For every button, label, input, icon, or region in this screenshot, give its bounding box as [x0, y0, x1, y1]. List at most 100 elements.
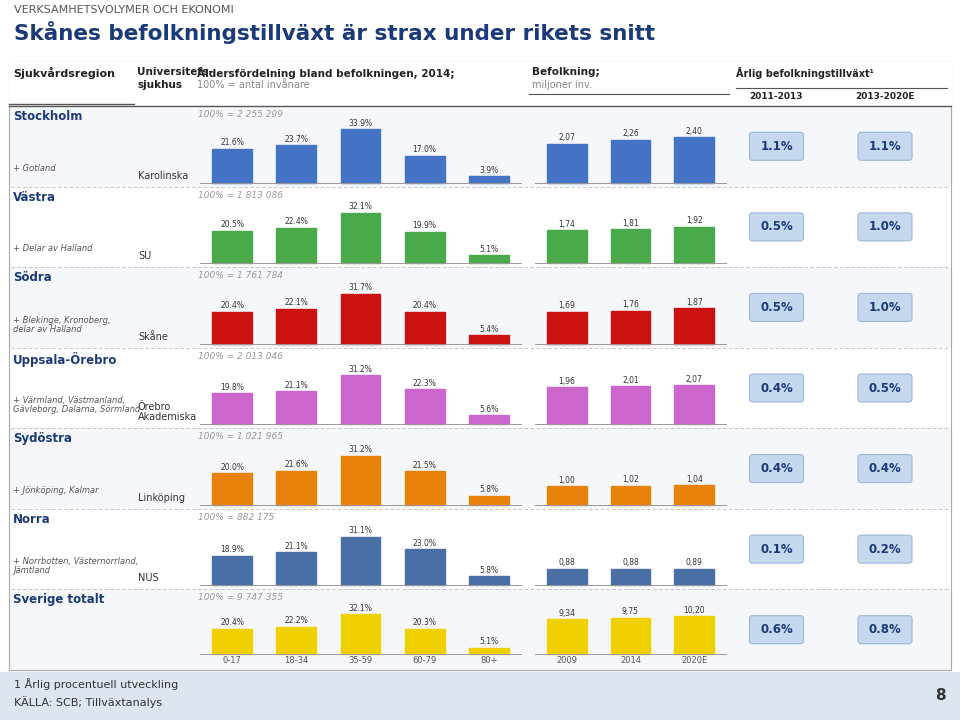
Text: 1,74: 1,74: [559, 220, 575, 229]
Text: Universitets-: Universitets-: [137, 67, 213, 77]
Bar: [405, 390, 444, 424]
Bar: [469, 255, 509, 263]
Text: Akademiska: Akademiska: [138, 413, 197, 423]
Text: 2,26: 2,26: [622, 130, 638, 138]
Text: + Blekinge, Kronoberg,: + Blekinge, Kronoberg,: [13, 315, 110, 325]
Bar: [547, 569, 587, 585]
Text: sjukhus: sjukhus: [137, 80, 182, 90]
Text: 20.4%: 20.4%: [220, 301, 244, 310]
Bar: [405, 549, 444, 585]
Bar: [276, 228, 316, 263]
Bar: [611, 140, 650, 183]
Text: 1,02: 1,02: [622, 475, 638, 484]
FancyBboxPatch shape: [750, 213, 804, 241]
Bar: [675, 227, 714, 263]
Text: delar av Halland: delar av Halland: [13, 325, 82, 333]
Text: Västra: Västra: [13, 191, 56, 204]
Text: 20.0%: 20.0%: [220, 463, 244, 472]
Bar: [469, 336, 509, 343]
Text: 5.4%: 5.4%: [479, 325, 498, 334]
Bar: [0, 0, 960, 60]
Text: 21.6%: 21.6%: [220, 138, 244, 147]
Bar: [276, 145, 316, 183]
FancyBboxPatch shape: [858, 213, 912, 241]
Bar: [469, 576, 509, 585]
Text: 0.4%: 0.4%: [869, 462, 901, 475]
Text: Årlig befolkningstillväxt¹: Årlig befolkningstillväxt¹: [736, 67, 874, 79]
Text: + Gotland: + Gotland: [13, 163, 56, 173]
Bar: [276, 552, 316, 585]
Text: + Norrbotten, Västernorrland,: + Norrbotten, Västernorrland,: [13, 557, 138, 567]
Text: 2,01: 2,01: [622, 376, 638, 385]
Text: 100% = 1 813 086: 100% = 1 813 086: [198, 191, 283, 199]
Text: 23.7%: 23.7%: [284, 135, 308, 144]
Text: Linköping: Linköping: [138, 493, 185, 503]
Text: 20.5%: 20.5%: [220, 220, 244, 230]
Text: Uppsala-Örebro: Uppsala-Örebro: [13, 351, 117, 366]
Text: 0.4%: 0.4%: [760, 462, 793, 475]
Bar: [212, 556, 252, 585]
Bar: [9, 348, 951, 428]
Text: + Delar av Halland: + Delar av Halland: [13, 244, 92, 253]
Bar: [469, 648, 509, 654]
Bar: [547, 619, 587, 654]
Text: 1.1%: 1.1%: [760, 140, 793, 153]
Bar: [405, 471, 444, 505]
Text: Stockholm: Stockholm: [13, 110, 83, 123]
Text: miljoner inv.: miljoner inv.: [532, 80, 592, 90]
Text: 19.8%: 19.8%: [220, 382, 244, 392]
Text: Skåne: Skåne: [138, 332, 168, 342]
Bar: [276, 309, 316, 343]
Text: 31.1%: 31.1%: [348, 526, 372, 535]
Text: 100% = 1 021 965: 100% = 1 021 965: [198, 432, 283, 441]
Text: KÄLLA: SCB; Tillväxtanalys: KÄLLA: SCB; Tillväxtanalys: [14, 696, 162, 708]
Text: 31.2%: 31.2%: [348, 365, 372, 374]
Text: 1,04: 1,04: [685, 474, 703, 484]
Text: 3.9%: 3.9%: [479, 166, 498, 175]
Bar: [611, 310, 650, 343]
Text: 22.4%: 22.4%: [284, 217, 308, 227]
Text: 1,76: 1,76: [622, 300, 639, 309]
Text: 9,75: 9,75: [622, 607, 639, 616]
Text: 2,07: 2,07: [559, 133, 575, 142]
Bar: [341, 212, 380, 263]
Bar: [405, 156, 444, 183]
Text: 0.1%: 0.1%: [760, 543, 793, 556]
Text: 2013-2020E: 2013-2020E: [855, 92, 915, 101]
Bar: [276, 391, 316, 424]
Text: 0.6%: 0.6%: [760, 624, 793, 636]
Bar: [341, 614, 380, 654]
Text: 5.8%: 5.8%: [479, 566, 498, 575]
Text: 1.0%: 1.0%: [869, 220, 901, 233]
Bar: [9, 62, 951, 670]
Text: Sjukvårdsregion: Sjukvårdsregion: [13, 67, 115, 79]
Text: 32.1%: 32.1%: [348, 202, 372, 211]
Text: 1.1%: 1.1%: [869, 140, 901, 153]
FancyBboxPatch shape: [858, 454, 912, 482]
Text: 1.0%: 1.0%: [869, 301, 901, 314]
Text: 60-79: 60-79: [413, 656, 437, 665]
Text: 0-17: 0-17: [223, 656, 242, 665]
Text: 5.6%: 5.6%: [479, 405, 498, 414]
Text: 32.1%: 32.1%: [348, 604, 372, 613]
FancyBboxPatch shape: [858, 616, 912, 644]
Text: 2014: 2014: [620, 656, 641, 665]
Text: 10,20: 10,20: [684, 606, 705, 615]
Text: 17.0%: 17.0%: [413, 145, 437, 154]
Bar: [212, 474, 252, 505]
Text: 35-59: 35-59: [348, 656, 372, 665]
Text: 100% = 9 747 355: 100% = 9 747 355: [198, 593, 283, 603]
Text: 20.4%: 20.4%: [220, 618, 244, 627]
Text: 8: 8: [935, 688, 946, 703]
Text: 18-34: 18-34: [284, 656, 308, 665]
Text: 0.5%: 0.5%: [869, 382, 901, 395]
Text: 0,88: 0,88: [559, 558, 575, 567]
Bar: [212, 231, 252, 263]
Bar: [675, 138, 714, 183]
Text: 22.2%: 22.2%: [284, 616, 308, 625]
Bar: [0, 672, 960, 720]
FancyBboxPatch shape: [750, 132, 804, 161]
Text: 5.1%: 5.1%: [479, 637, 498, 646]
Text: Jämtland: Jämtland: [13, 567, 50, 575]
Text: 1,87: 1,87: [685, 298, 703, 307]
